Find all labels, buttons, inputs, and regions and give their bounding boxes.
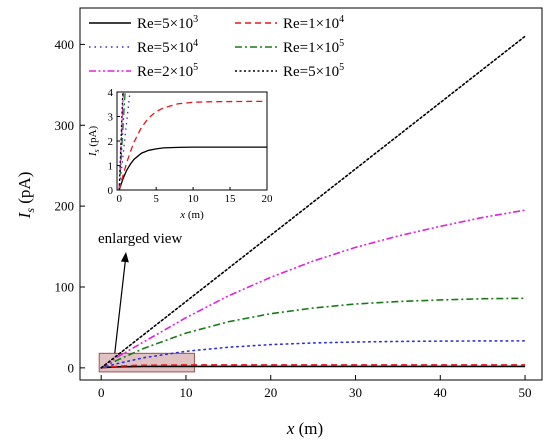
inset-y-tick-label: 4: [108, 87, 114, 99]
x-axis-label-var: x: [286, 419, 295, 438]
x-tick-label: 40: [434, 385, 447, 400]
x-tick-label: 50: [519, 385, 532, 400]
y-tick-label: 300: [55, 118, 75, 133]
annotation-arrow: [114, 252, 129, 354]
x-axis-label-unit: (m): [294, 419, 323, 438]
inset-x-axis-label: x (m): [179, 209, 204, 221]
legend-label: Re=2×105: [137, 62, 198, 80]
inset-y-tick-label: 0: [108, 185, 114, 197]
enlarge-region: [98, 352, 195, 373]
inset-y-tick-label: 3: [108, 112, 114, 124]
series-line-6: [100, 35, 526, 369]
y-tick-label: 200: [55, 199, 75, 214]
legend-label: Re=5×103: [137, 14, 198, 32]
y-axis-label-unit: (pA): [15, 172, 34, 208]
y-axis-label-sub: s: [23, 208, 37, 213]
arrow-head: [120, 252, 129, 263]
inset-frame: [116, 91, 268, 191]
y-tick-label: 0: [68, 360, 75, 375]
x-tick-label: 0: [98, 385, 105, 400]
highlight-rect: [98, 352, 195, 373]
series-line-4: [100, 297, 526, 369]
arrow-shaft: [114, 254, 127, 354]
series-line-3: [100, 340, 526, 369]
x-tick-label: 10: [179, 385, 192, 400]
inset-x-tick-label: 10: [188, 193, 200, 205]
legend-label: Re=1×104: [283, 14, 344, 32]
y-tick-label: 100: [55, 280, 75, 295]
enlarged-view-annotation: enlarged view: [98, 231, 182, 247]
main-series-group: [100, 35, 526, 369]
legend-label: Re=1×105: [283, 38, 344, 56]
inset-series-group: [118, 92, 267, 190]
inset-series-line-1: [118, 146, 267, 190]
legend-label: Re=5×105: [283, 62, 344, 80]
inset-axis-ticks: 0 5 10 15 20 0 1 2 3 4: [108, 87, 274, 205]
x-tick-label: 30: [349, 385, 362, 400]
legend-label: Re=5×104: [137, 38, 198, 56]
y-axis-label: Is (pA): [15, 172, 37, 220]
inset-y-axis-label: Is (pA): [87, 126, 101, 158]
series-line-2: [101, 364, 526, 369]
inset-y-tick-label: 1: [108, 161, 114, 173]
inset-y-tick-label: 2: [108, 136, 114, 148]
plot-frame: [79, 7, 543, 381]
inset-series-clip: [118, 92, 267, 190]
x-axis-label: x (m): [286, 419, 323, 438]
inset-x-tick-label: 15: [225, 193, 237, 205]
x-tick-label: 20: [264, 385, 277, 400]
inset-x-tick-label: 20: [262, 193, 274, 205]
y-axis-label-var: I: [15, 211, 34, 219]
inset-x-tick-label: 0: [116, 193, 122, 205]
series-line-5: [100, 209, 526, 369]
inset-series-line-2: [118, 100, 267, 190]
legend: Re=5×103 Re=1×104 Re=5×104 Re=1×105 Re=2×105…: [89, 14, 344, 80]
inset-x-tick-label: 5: [153, 193, 159, 205]
y-tick-label: 400: [55, 37, 75, 52]
